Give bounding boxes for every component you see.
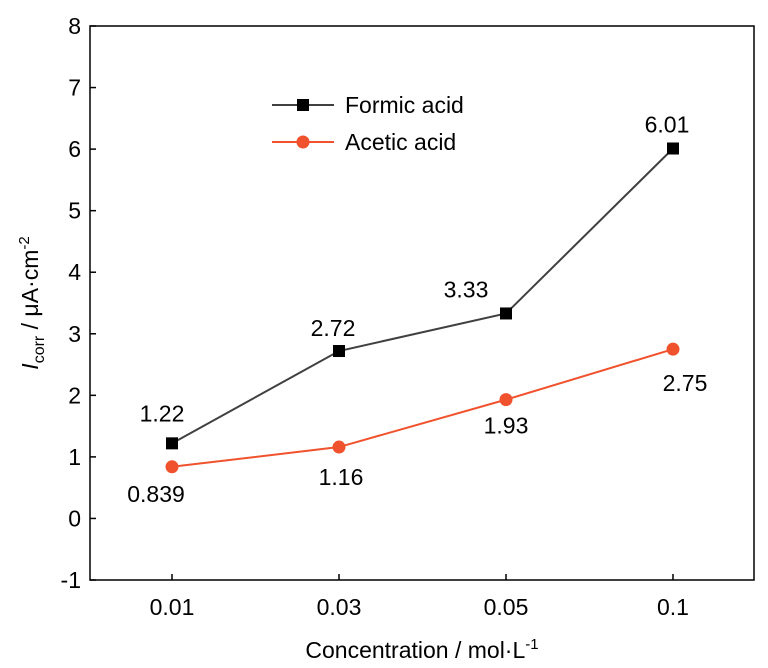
y-axis-label: Icorr / μA·cm-2 xyxy=(16,236,48,369)
x-axis: 0.01 0.03 0.05 0.1 xyxy=(150,574,689,620)
y-tick-label: 3 xyxy=(68,321,81,347)
point-acetic-acid xyxy=(332,440,346,454)
legend: Formic acid Acetic acid xyxy=(272,92,464,155)
data-label-acetic-acid: 1.93 xyxy=(484,413,529,439)
x-tick-label: 0.03 xyxy=(317,594,362,620)
y-tick-label: 4 xyxy=(68,259,81,285)
point-acetic-acid xyxy=(666,342,680,356)
x-tick-label: 0.05 xyxy=(484,594,529,620)
point-formic-acid xyxy=(333,345,345,358)
legend-label-formic-acid: Formic acid xyxy=(345,92,464,118)
data-label-formic-acid: 2.72 xyxy=(311,315,356,341)
series-layer xyxy=(165,142,680,474)
data-labels: 1.22 2.72 3.33 6.01 0.839 1.16 1.93 2.75 xyxy=(127,111,707,506)
series-line-acetic-acid xyxy=(171,348,674,468)
legend-marker-acetic-acid xyxy=(296,135,310,149)
y-tick-label: 8 xyxy=(68,13,81,39)
x-axis-label: Concentration / mol·L-1 xyxy=(305,636,538,663)
data-label-acetic-acid: 0.839 xyxy=(127,481,185,507)
plot-frame xyxy=(89,25,755,581)
y-tick-label: 5 xyxy=(68,198,81,224)
point-formic-acid xyxy=(166,437,178,450)
y-axis: -1 0 1 2 3 4 5 6 7 8 xyxy=(61,13,96,593)
point-formic-acid xyxy=(667,142,679,155)
x-tick-label: 0.1 xyxy=(657,594,689,620)
y-tick-label: 6 xyxy=(68,136,81,162)
x-tick-label: 0.01 xyxy=(150,594,195,620)
point-formic-acid xyxy=(500,307,512,320)
data-label-acetic-acid: 1.16 xyxy=(319,464,364,490)
series-line-formic-acid xyxy=(171,147,674,445)
data-label-acetic-acid: 2.75 xyxy=(663,370,708,396)
legend-label-acetic-acid: Acetic acid xyxy=(345,129,456,155)
data-label-formic-acid: 6.01 xyxy=(645,111,690,137)
point-acetic-acid xyxy=(165,460,179,474)
y-tick-label: 7 xyxy=(68,75,81,101)
data-label-formic-acid: 1.22 xyxy=(140,400,185,426)
data-label-formic-acid: 3.33 xyxy=(444,276,489,302)
point-acetic-acid xyxy=(499,393,513,407)
y-tick-label: 2 xyxy=(68,382,81,408)
y-tick-label: 1 xyxy=(68,444,81,470)
y-tick-label: -1 xyxy=(61,567,81,593)
legend-marker-formic-acid xyxy=(297,99,309,111)
y-tick-label: 0 xyxy=(68,505,81,531)
